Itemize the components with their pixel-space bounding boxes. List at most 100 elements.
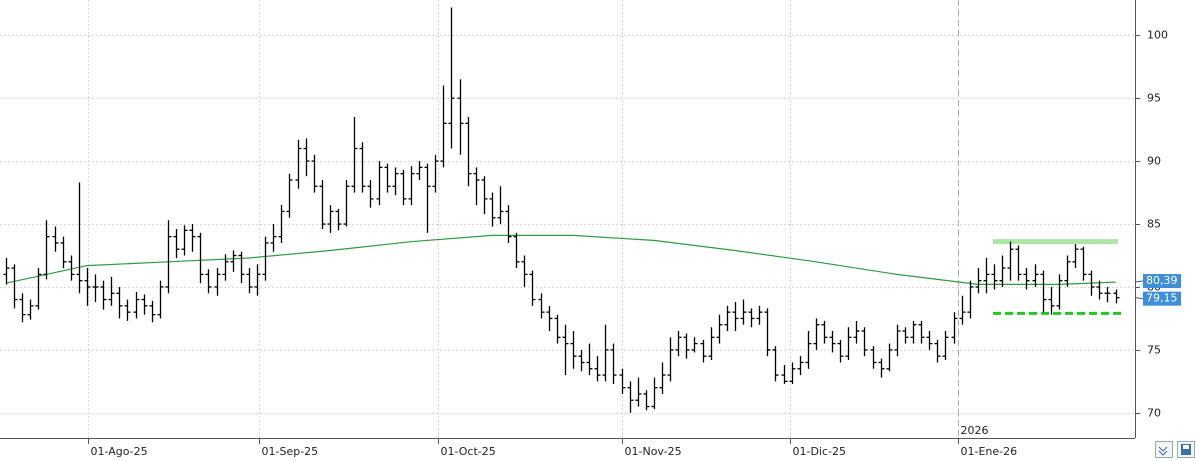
ohlc-bar bbox=[513, 232, 520, 269]
ohlc-bar bbox=[643, 390, 650, 411]
ohlc-bar bbox=[529, 270, 536, 306]
ohlc-bar bbox=[181, 225, 188, 256]
ohlc-bar bbox=[546, 305, 553, 332]
ohlc-bar bbox=[335, 208, 342, 231]
ohlc-bar bbox=[554, 314, 561, 344]
ohlc-bar bbox=[1056, 274, 1063, 310]
ohlc-bar bbox=[1015, 245, 1022, 281]
ohlc-bar bbox=[303, 138, 310, 177]
ohlc-bar bbox=[740, 299, 747, 325]
ohlc-bar bbox=[967, 280, 974, 319]
ohlc-bar bbox=[254, 264, 261, 296]
ohlc-bar bbox=[343, 179, 350, 227]
ohlc-bar bbox=[165, 220, 172, 294]
ohlc-bar bbox=[319, 179, 326, 230]
ohlc-bar bbox=[1064, 255, 1071, 287]
ohlc-bar bbox=[116, 286, 123, 319]
ohlc-bar bbox=[983, 258, 990, 294]
ohlc-bar bbox=[43, 220, 50, 280]
ohlc-bar bbox=[764, 308, 771, 357]
ohlc-bar bbox=[367, 179, 374, 208]
ohlc-bar bbox=[570, 331, 577, 369]
ohlc-bar bbox=[538, 293, 545, 319]
ohlc-bar bbox=[100, 280, 107, 310]
ohlc-bar bbox=[667, 337, 674, 382]
ohlc-bar bbox=[197, 232, 204, 284]
ohlc-bar bbox=[521, 255, 528, 287]
ohlc-bar bbox=[424, 163, 431, 233]
ohlc-bar bbox=[327, 205, 334, 233]
marker-box bbox=[1143, 291, 1181, 306]
ohlc-bar bbox=[497, 186, 504, 225]
ohlc-bar bbox=[84, 268, 91, 306]
ohlc-bar bbox=[724, 305, 731, 332]
save-icon bbox=[1181, 444, 1191, 455]
ohlc-bar bbox=[610, 343, 617, 384]
y-tick-label: 90 bbox=[1147, 155, 1161, 168]
ohlc-bar bbox=[926, 331, 933, 350]
year-label: 2026 bbox=[961, 424, 989, 437]
ohlc-bar bbox=[756, 305, 763, 325]
x-tick-label: 01-Oct-25 bbox=[441, 445, 496, 458]
ohlc-bar bbox=[124, 299, 131, 321]
ohlc-bar bbox=[870, 346, 877, 369]
ohlc-bar bbox=[440, 85, 447, 168]
x-tick-label: 01-Nov-25 bbox=[625, 445, 682, 458]
ohlc-bar bbox=[1072, 244, 1079, 269]
y-tick-label: 85 bbox=[1147, 218, 1161, 231]
ohlc-bar bbox=[108, 276, 115, 306]
ohlc-bar bbox=[999, 255, 1006, 287]
y-tick-label: 70 bbox=[1147, 407, 1161, 420]
ohlc-bar bbox=[278, 205, 285, 243]
ohlc-bar bbox=[157, 280, 164, 319]
marker-label: 79,15 bbox=[1146, 292, 1178, 305]
marker-tick bbox=[1134, 297, 1144, 300]
ohlc-bar bbox=[311, 154, 318, 193]
ohlc-bar bbox=[991, 264, 998, 290]
ohlc-bar bbox=[230, 250, 237, 272]
collapse-icon bbox=[1158, 446, 1168, 456]
ohlc-bar bbox=[586, 343, 593, 376]
ohlc-bar bbox=[505, 205, 512, 243]
ohlc-bar bbox=[562, 324, 569, 376]
ohlc-bar bbox=[384, 163, 391, 193]
ohlc-bar bbox=[92, 274, 99, 303]
ohlc-bar bbox=[837, 339, 844, 363]
x-tick-label: 01-Ago-25 bbox=[91, 445, 148, 458]
ohlc-bar bbox=[772, 346, 779, 382]
ohlc-bar bbox=[578, 349, 585, 372]
ohlc-bar bbox=[781, 365, 788, 384]
ohlc-bar bbox=[789, 362, 796, 384]
ohlc-bar bbox=[675, 331, 682, 357]
ohlc-bar bbox=[222, 254, 229, 281]
ohlc-bar bbox=[1104, 286, 1111, 303]
ohlc-bar bbox=[942, 331, 949, 360]
ohlc-bar bbox=[748, 308, 755, 328]
marker-tick bbox=[1134, 280, 1144, 283]
ohlc-bar bbox=[845, 327, 852, 360]
marker-box bbox=[1143, 274, 1181, 289]
y-tick-label: 95 bbox=[1147, 92, 1161, 105]
ohlc-bar bbox=[878, 358, 885, 378]
ohlc-bar bbox=[821, 320, 828, 344]
ohlc-bar bbox=[732, 302, 739, 332]
ohlc-bar bbox=[432, 154, 439, 193]
ohlc-bar bbox=[270, 224, 277, 252]
ohlc-bar bbox=[975, 268, 982, 294]
ohlc-bar bbox=[1113, 289, 1120, 304]
ohlc-bar bbox=[351, 117, 358, 193]
ohlc-bar bbox=[68, 255, 75, 281]
ohlc-bar bbox=[853, 320, 860, 344]
ohlc-bar bbox=[416, 161, 423, 180]
ohlc-bar bbox=[400, 169, 407, 206]
ohlc-bar bbox=[951, 312, 958, 344]
ohlc-bar bbox=[1048, 286, 1055, 315]
ohlc-bar bbox=[797, 356, 804, 376]
ohlc-bar bbox=[1007, 241, 1014, 281]
icon-buttons bbox=[1155, 441, 1195, 458]
ohlc-bar bbox=[141, 294, 148, 315]
ohlc-bar bbox=[910, 320, 917, 344]
ohlc-bar bbox=[959, 295, 966, 325]
y-tick-label: 75 bbox=[1147, 344, 1161, 357]
